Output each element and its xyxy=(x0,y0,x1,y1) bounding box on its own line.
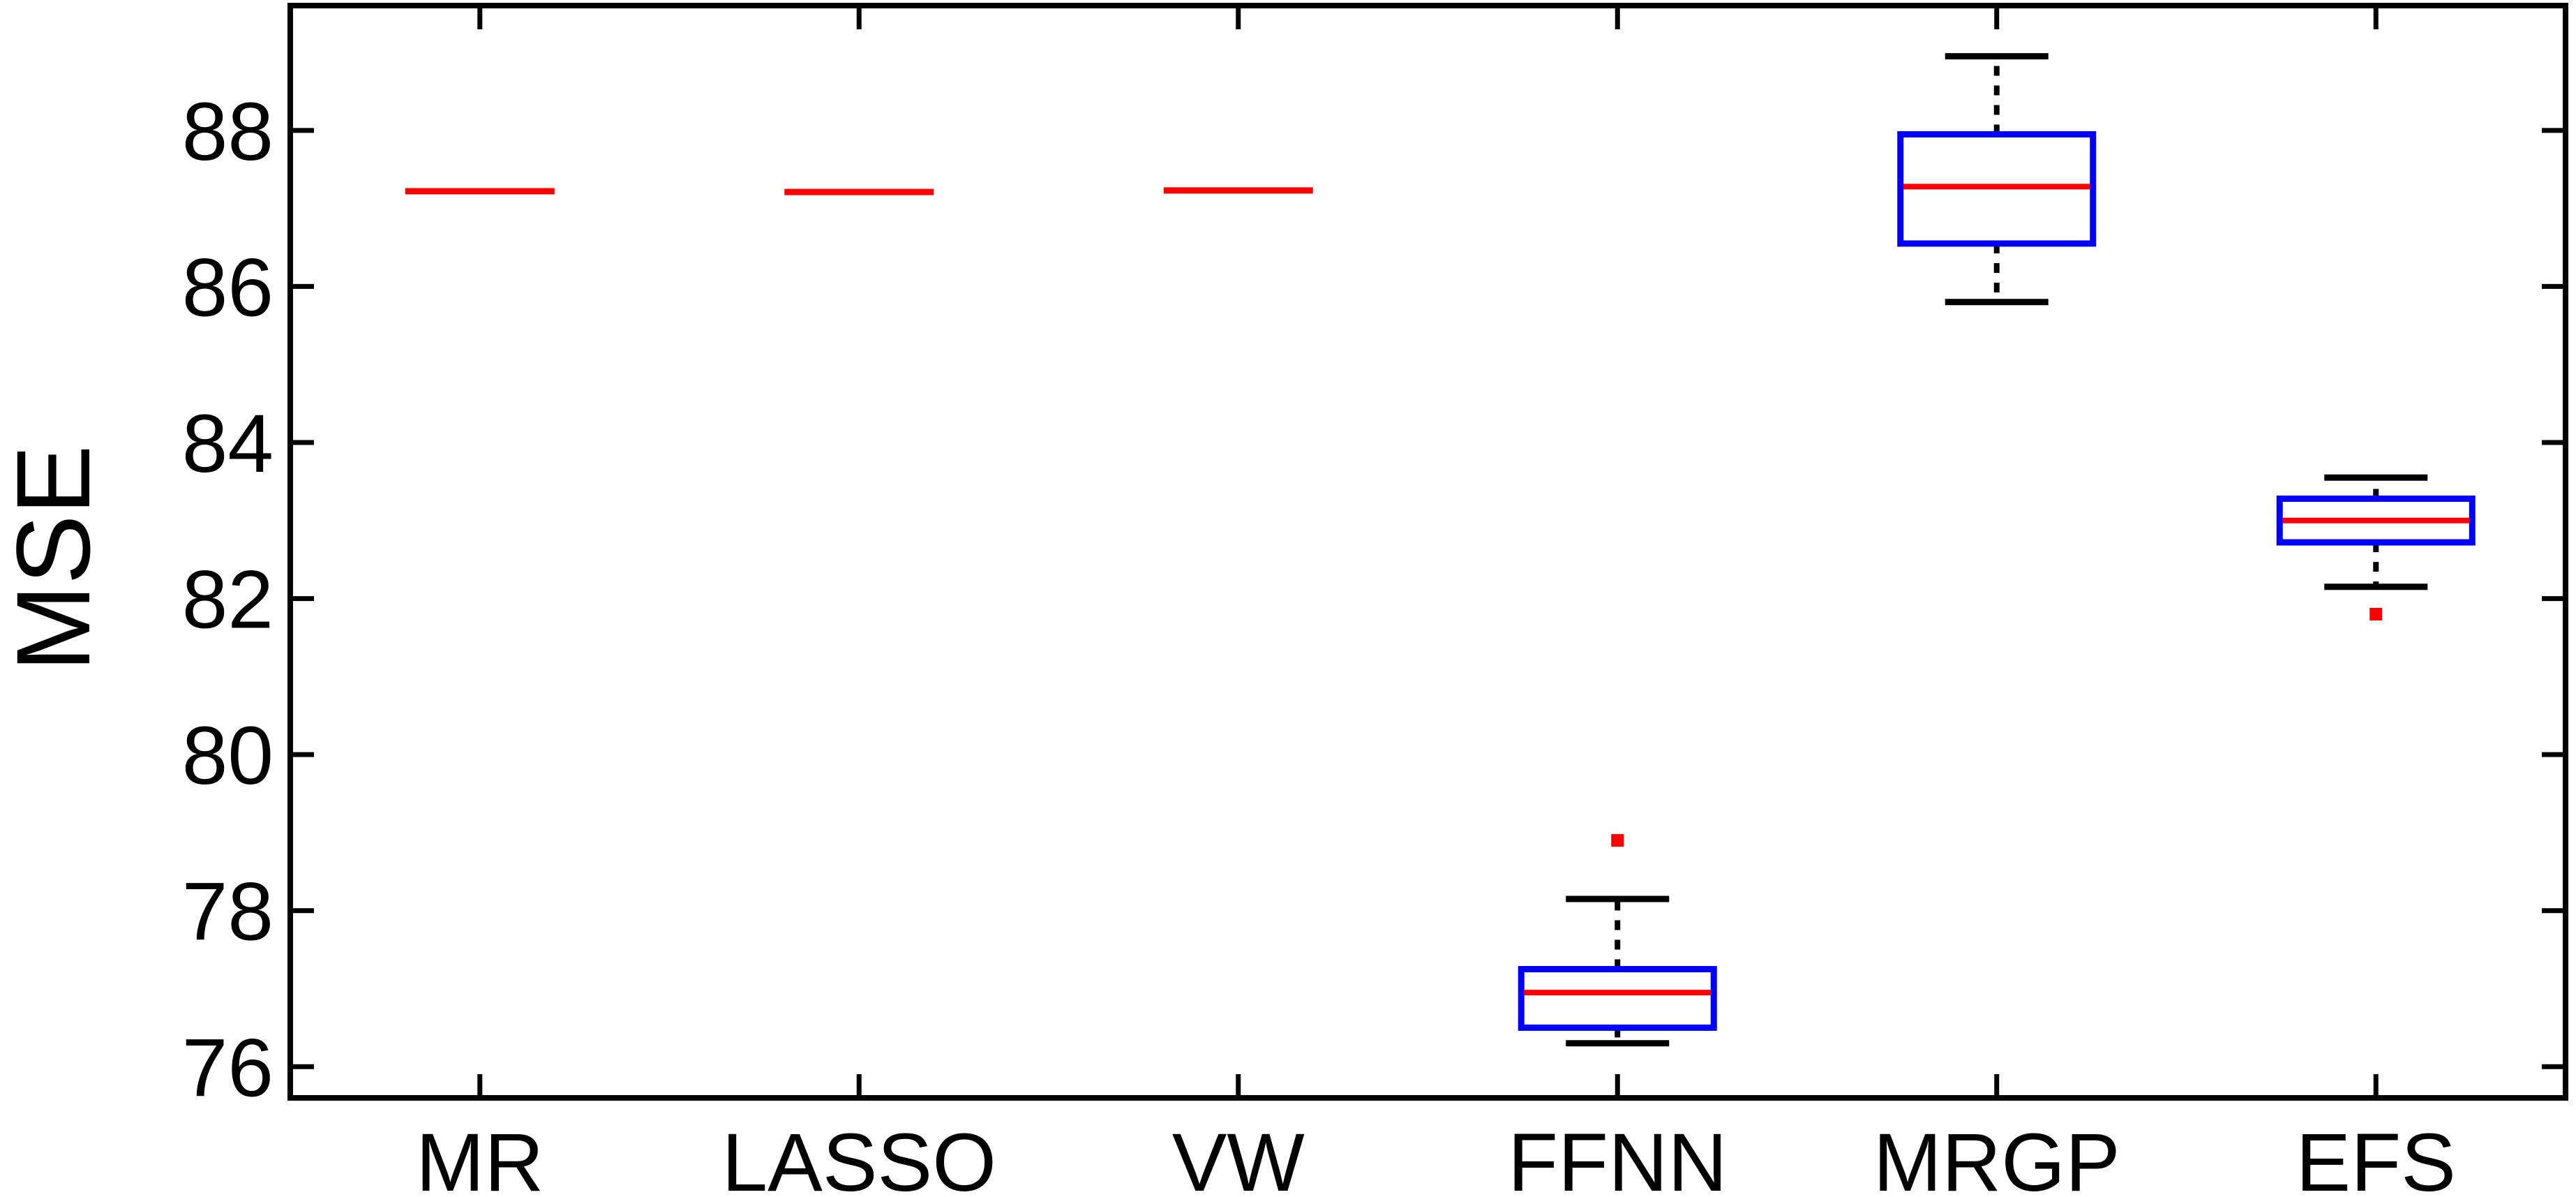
box-iqr xyxy=(1518,966,1717,1031)
y-tick-label: 80 xyxy=(182,710,274,802)
x-tick-label: MR xyxy=(416,1117,544,1197)
y-axis-label: MSE xyxy=(0,445,112,671)
plot-area: 76 78 80 82 84 86 88 MR LASSO VW FFNN MRGP EFS xyxy=(182,3,2568,1197)
x-tick-label: MRGP xyxy=(1873,1117,2120,1197)
y-tick-label: 84 xyxy=(182,398,274,490)
x-tick-label: VW xyxy=(1172,1117,1305,1197)
box-outlier-point xyxy=(1611,834,1624,847)
plot-frame xyxy=(287,3,2568,1101)
box-outlier-point xyxy=(2369,607,2383,620)
y-tick-label: 82 xyxy=(182,554,274,646)
y-tick-label: 86 xyxy=(182,241,274,334)
x-tick-label: EFS xyxy=(2296,1117,2457,1197)
x-tick-label: FFNN xyxy=(1508,1117,1728,1197)
y-tick-label: 76 xyxy=(182,1022,274,1114)
y-tick-label: 88 xyxy=(182,86,274,178)
y-tick-label: 78 xyxy=(182,866,274,958)
x-tick-label: LASSO xyxy=(721,1117,996,1197)
